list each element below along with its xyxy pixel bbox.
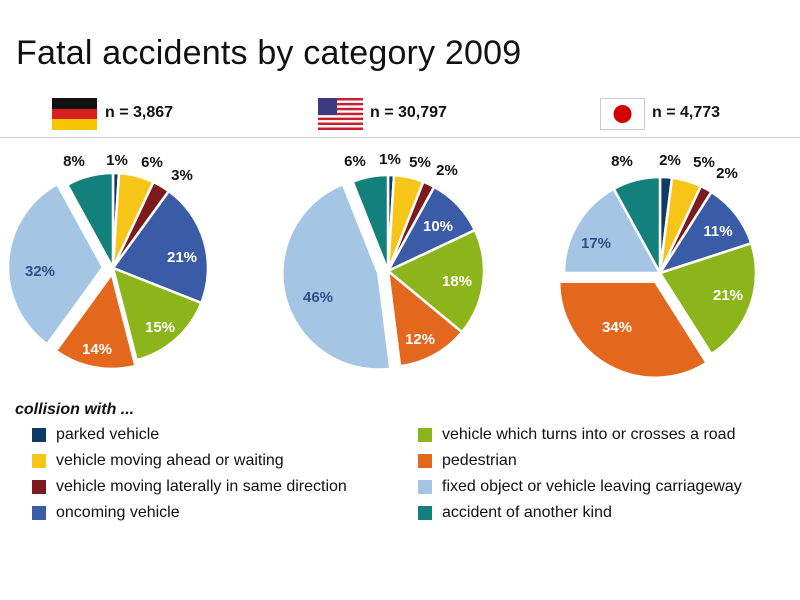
legend-label: accident of another kind xyxy=(442,504,612,521)
legend-item-parked: parked vehicle xyxy=(32,425,159,445)
slice-label-turns: 15% xyxy=(145,319,175,336)
pie-slice-turns xyxy=(658,242,758,356)
legend-item-turns: vehicle which turns into or crosses a ro… xyxy=(418,425,735,445)
n-label-germany: n = 3,867 xyxy=(105,104,174,121)
header-divider xyxy=(0,137,800,138)
n-label-usa: n = 30,797 xyxy=(370,104,447,121)
slice-label-oncoming: 10% xyxy=(423,218,453,235)
slice-label-ahead: 5% xyxy=(693,154,715,171)
slice-label-turns: 21% xyxy=(713,287,743,304)
slice-label-fixed: 32% xyxy=(25,263,55,280)
legend-label: parked vehicle xyxy=(56,426,160,443)
legend-swatch-ahead xyxy=(32,454,46,468)
slice-label-oncoming: 11% xyxy=(703,223,732,240)
legend-label: pedestrian xyxy=(442,452,517,469)
pie-slice-fixed xyxy=(562,187,662,275)
slice-label-fixed: 17% xyxy=(581,235,611,252)
slice-label-ahead: 6% xyxy=(141,154,163,171)
pie-slice-fixed xyxy=(6,182,105,346)
pie-japan: 2% 5%2%11%21%34%17%8% xyxy=(557,152,758,380)
slice-label-other: 8% xyxy=(63,153,85,170)
legend-swatch-pedestrian xyxy=(418,454,432,468)
slice-label-pedestrian: 12% xyxy=(405,331,435,348)
pie-slice-other xyxy=(65,171,115,270)
legend-item-ahead: vehicle moving ahead or waiting xyxy=(32,451,284,471)
pie-germany: 1% 6% 3% 21% 15% 14% 32% 8% xyxy=(6,152,210,371)
legend-item-oncoming: oncoming vehicle xyxy=(32,503,180,523)
japan-flag-icon xyxy=(600,98,645,130)
pie-slice-other xyxy=(351,173,390,273)
pie-slice-other xyxy=(612,175,662,275)
slice-label-other: 8% xyxy=(611,153,633,170)
slice-label-ahead: 5% xyxy=(409,154,431,171)
legend-swatch-other xyxy=(418,506,432,520)
pie-usa: 1% 5% 2% 10% 18% 12% 46% 6% xyxy=(281,151,486,371)
legend-label: oncoming vehicle xyxy=(56,504,180,521)
pie-slice-fixed xyxy=(281,182,392,371)
pie-slice-oncoming xyxy=(658,190,753,275)
slice-label-pedestrian: 34% xyxy=(602,319,632,336)
legend-swatch-oncoming xyxy=(32,506,46,520)
pie-slice-pedestrian xyxy=(54,272,137,371)
slice-label-turns: 18% xyxy=(442,273,472,290)
slice-label-oncoming: 21% xyxy=(167,249,197,266)
legend-label: vehicle moving ahead or waiting xyxy=(56,452,284,469)
slice-label-parked: 1% xyxy=(379,151,401,168)
slice-label-lateral: 2% xyxy=(716,165,738,182)
legend-label: vehicle moving laterally in same directi… xyxy=(56,478,347,495)
legend-label: fixed object or vehicle leaving carriage… xyxy=(442,478,742,495)
legend-swatch-turns xyxy=(418,428,432,442)
legend-swatch-parked xyxy=(32,428,46,442)
slice-label-parked: 1% xyxy=(106,152,128,169)
usa-flag-icon xyxy=(318,98,363,130)
chart-title: Fatal accidents by category 2009 xyxy=(16,34,522,72)
legend-title: collision with ... xyxy=(15,401,135,418)
legend-item-pedestrian: pedestrian xyxy=(418,451,517,471)
slice-label-lateral: 3% xyxy=(171,167,193,184)
legend-swatch-lateral xyxy=(32,480,46,494)
germany-flag-icon xyxy=(52,98,97,130)
slice-label-parked: 2% xyxy=(659,152,681,169)
slice-label-lateral: 2% xyxy=(436,162,458,179)
slice-label-fixed: 46% xyxy=(303,289,333,306)
slice-label-pedestrian: 14% xyxy=(82,341,112,358)
legend-item-other: accident of another kind xyxy=(418,503,612,523)
pie-slice-turns xyxy=(386,228,486,334)
legend-item-lateral: vehicle moving laterally in same directi… xyxy=(32,477,347,497)
legend-label: vehicle which turns into or crosses a ro… xyxy=(442,426,736,443)
pie-slice-oncoming xyxy=(111,189,210,305)
pie-slice-pedestrian xyxy=(386,269,464,368)
slice-label-other: 6% xyxy=(344,153,366,170)
pie-slice-pedestrian xyxy=(557,280,708,380)
n-label-japan: n = 4,773 xyxy=(652,104,721,121)
legend-swatch-fixed xyxy=(418,480,432,494)
pie-charts: 1% 6%3%21%15%14%32%8% 1% 5% 2%10%18%12%46%6%… xyxy=(6,151,758,380)
pie-slice-turns xyxy=(111,266,203,362)
legend-item-fixed: fixed object or vehicle leaving carriage… xyxy=(418,477,742,497)
